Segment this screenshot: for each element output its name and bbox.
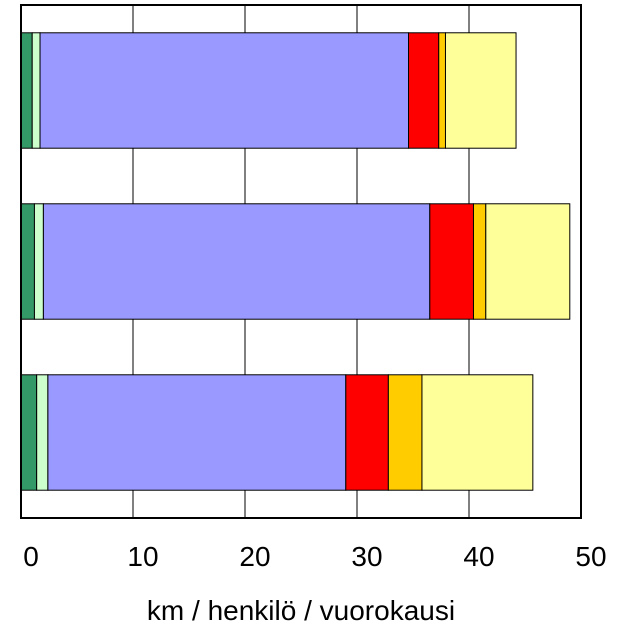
- bar-segment: [33, 203, 44, 320]
- bar-segment: [20, 374, 38, 491]
- bar-segment: [472, 203, 487, 320]
- bar-segment: [36, 374, 49, 491]
- bar-segment: [408, 32, 440, 149]
- x-axis-label: km / henkilö / vuorokausi: [147, 595, 455, 626]
- x-tick-label: 0: [23, 541, 39, 572]
- plot-border: [20, 4, 582, 519]
- bar-segment: [42, 203, 431, 320]
- bar-segment: [485, 203, 571, 320]
- bar-segment: [39, 32, 410, 149]
- bar-segment: [31, 32, 41, 149]
- bar-segment: [20, 203, 35, 320]
- bar-segment: [421, 374, 534, 491]
- bar-segment: [47, 374, 347, 491]
- x-tick-label: 40: [463, 541, 494, 572]
- bar-segment: [387, 374, 423, 491]
- x-tick-label: 50: [575, 541, 606, 572]
- x-tick-label: 10: [127, 541, 158, 572]
- bar-segment: [444, 32, 517, 149]
- bar-segment: [345, 374, 389, 491]
- x-tick-label: 20: [239, 541, 270, 572]
- bar-segment: [438, 32, 446, 149]
- x-tick-label: 30: [351, 541, 382, 572]
- bar-segment: [20, 32, 33, 149]
- bar-segment: [429, 203, 474, 320]
